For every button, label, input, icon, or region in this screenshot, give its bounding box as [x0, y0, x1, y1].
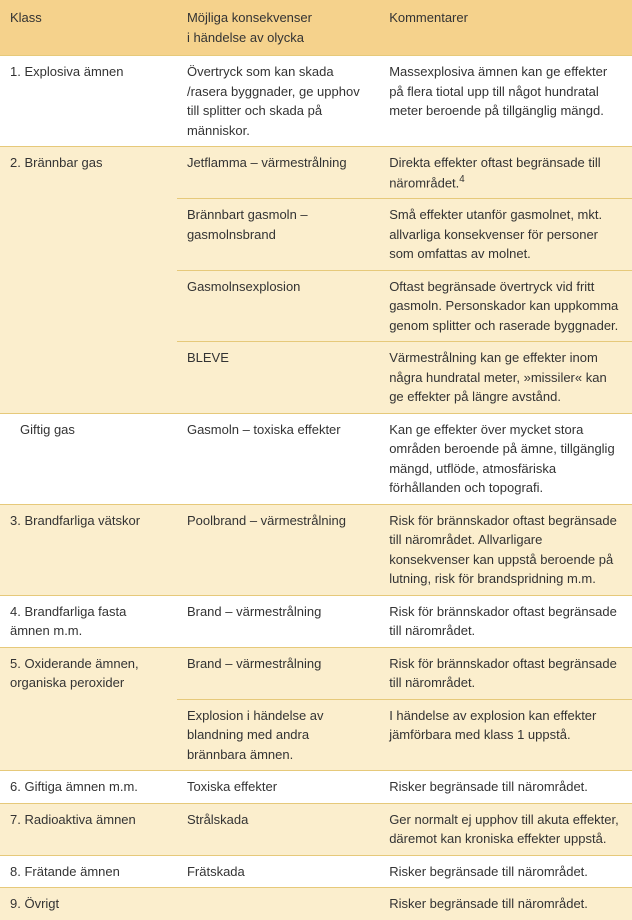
klass-label: Brännbar gas — [24, 155, 102, 170]
klass-label: Giftiga ämnen m.m. — [24, 779, 137, 794]
cell-konsekvenser: Jetflamma – värmestrålning — [177, 147, 379, 199]
klass-label: Brandfarliga vätskor — [24, 513, 140, 528]
cell-kommentarer: Risk för brännskador oftast begränsade t… — [379, 647, 632, 699]
table-row: 6. Giftiga ämnen m.m.Toxiska effekterRis… — [0, 771, 632, 804]
table-row: 5. Oxiderande ämnen, organiska peroxider… — [0, 647, 632, 699]
cell-klass: 3. Brandfarliga vätskor — [0, 504, 177, 595]
cell-klass: 9. Övrigt — [0, 888, 177, 920]
table-row: Giftig gas Gasmoln – toxiska effekterKan … — [0, 413, 632, 504]
klass-number: 1. — [10, 64, 24, 79]
table-row: 2. Brännbar gas Jetflamma – värmestrålnin… — [0, 147, 632, 199]
cell-klass: Giftig gas — [0, 413, 177, 504]
klass-number: 5. — [10, 656, 24, 671]
cell-kommentarer: Risk för brännskador oftast begränsade t… — [379, 595, 632, 647]
klass-label: Giftig gas — [20, 422, 75, 437]
table-row: 8. Frätande ämnenFrätskadaRisker begräns… — [0, 855, 632, 888]
cell-konsekvenser: Toxiska effekter — [177, 771, 379, 804]
cell-klass: 5. Oxiderande ämnen, organiska peroxider — [0, 647, 177, 771]
footnote-ref: 4 — [459, 174, 464, 185]
klass-number: 6. — [10, 779, 24, 794]
col-header-konsekvenser: Möjliga konsekvenser i händelse av olyck… — [177, 0, 379, 56]
cell-klass: 8. Frätande ämnen — [0, 855, 177, 888]
cell-konsekvenser — [177, 888, 379, 920]
table-body: 1. Explosiva ämnenÖvertryck som kan skad… — [0, 56, 632, 920]
klass-number: 8. — [10, 864, 24, 879]
col-header-kommentarer: Kommentarer — [379, 0, 632, 56]
table-row: 4. Brandfarliga fasta ämnen m.m.Brand – … — [0, 595, 632, 647]
cell-kommentarer: Små effekter utanför gasmolnet, mkt. all… — [379, 199, 632, 271]
cell-konsekvenser: Brand – värmestrålning — [177, 647, 379, 699]
cell-konsekvenser: Brand – värmestrålning — [177, 595, 379, 647]
cell-kommentarer: Risk för brännskador oftast begränsade t… — [379, 504, 632, 595]
cell-kommentarer: Värmestrålning kan ge effekter inom någr… — [379, 342, 632, 414]
col-header-klass: Klass — [0, 0, 177, 56]
cell-konsekvenser: Gasmolnsexplosion — [177, 270, 379, 342]
klass-number: 4. — [10, 604, 24, 619]
cell-klass: 4. Brandfarliga fasta ämnen m.m. — [0, 595, 177, 647]
table-row: 1. Explosiva ämnenÖvertryck som kan skad… — [0, 56, 632, 147]
klass-label: Oxiderande ämnen, organiska peroxider — [10, 656, 139, 691]
table-row: 3. Brandfarliga vätskorPoolbrand – värme… — [0, 504, 632, 595]
cell-konsekvenser: Gasmoln – toxiska effekter — [177, 413, 379, 504]
table-row: 9. Övrigt Risker begränsade till närområd… — [0, 888, 632, 920]
klass-label: Brandfarliga fasta ämnen m.m. — [10, 604, 126, 639]
klass-label: Radioaktiva ämnen — [24, 812, 135, 827]
cell-klass: 7. Radioaktiva ämnen — [0, 803, 177, 855]
cell-kommentarer: Risker begränsade till närområdet. — [379, 888, 632, 920]
cell-konsekvenser: Brännbart gasmoln – gasmolnsbrand — [177, 199, 379, 271]
cell-kommentarer: I händelse av explosion kan effekter jäm… — [379, 699, 632, 771]
cell-klass: 1. Explosiva ämnen — [0, 56, 177, 147]
klass-number: 3. — [10, 513, 24, 528]
cell-kommentarer: Massexplosiva ämnen kan ge effekter på f… — [379, 56, 632, 147]
cell-kommentarer: Risker begränsade till närområdet. — [379, 771, 632, 804]
cell-konsekvenser: Explosion i händelse av blandning med an… — [177, 699, 379, 771]
cell-konsekvenser: Frätskada — [177, 855, 379, 888]
cell-konsekvenser: Strålskada — [177, 803, 379, 855]
cell-klass: 2. Brännbar gas — [0, 147, 177, 414]
klass-number: 2. — [10, 155, 24, 170]
cell-konsekvenser: Övertryck som kan skada /rasera byggnade… — [177, 56, 379, 147]
hazard-class-table: Klass Möjliga konsekvenser i händelse av… — [0, 0, 632, 920]
cell-kommentarer: Oftast begränsade övertryck vid fritt ga… — [379, 270, 632, 342]
cell-kommentarer: Ger normalt ej upphov till akuta effekte… — [379, 803, 632, 855]
cell-konsekvenser: BLEVE — [177, 342, 379, 414]
klass-label: Explosiva ämnen — [24, 64, 123, 79]
klass-number: 7. — [10, 812, 24, 827]
table-header: Klass Möjliga konsekvenser i händelse av… — [0, 0, 632, 56]
cell-kommentarer: Kan ge effekter över mycket stora område… — [379, 413, 632, 504]
klass-label: Frätande ämnen — [24, 864, 119, 879]
table-row: 7. Radioaktiva ämnenStrålskadaGer normal… — [0, 803, 632, 855]
cell-konsekvenser: Poolbrand – värmestrålning — [177, 504, 379, 595]
cell-kommentarer: Risker begränsade till närområdet. — [379, 855, 632, 888]
cell-kommentarer: Direkta effekter oftast begränsade till … — [379, 147, 632, 199]
cell-klass: 6. Giftiga ämnen m.m. — [0, 771, 177, 804]
